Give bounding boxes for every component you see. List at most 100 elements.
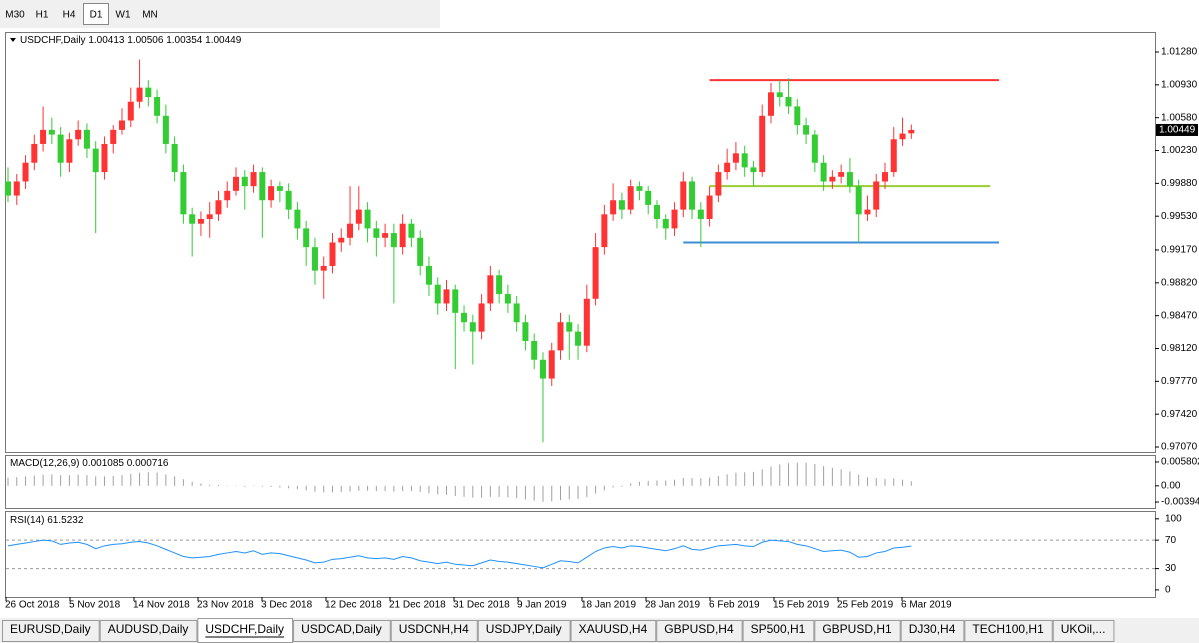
tab[interactable]	[2, 620, 100, 642]
candle-body	[706, 195, 713, 220]
candle-body	[329, 242, 336, 266]
high: 1.00506	[127, 35, 164, 46]
tab[interactable]	[390, 620, 478, 642]
candle-body	[355, 209, 362, 224]
timeframe-label[interactable]: M30	[5, 10, 25, 21]
tab[interactable]	[814, 620, 901, 642]
candle-body	[496, 275, 503, 295]
candle-body	[785, 97, 792, 107]
candle-body	[873, 181, 880, 210]
tab-label[interactable]: EURUSD,Daily	[10, 622, 91, 636]
tab[interactable]	[742, 620, 815, 642]
tab-label[interactable]: XAUUSD,H4	[579, 622, 648, 636]
candle-body	[101, 143, 108, 173]
timeframe-button[interactable]	[83, 3, 109, 25]
tab[interactable]	[964, 620, 1053, 642]
candle-body	[838, 172, 845, 177]
candle-body	[618, 200, 625, 210]
y-tick-label: 0.98470	[1161, 310, 1198, 321]
open: 1.00413	[88, 35, 125, 46]
tab[interactable]	[1052, 620, 1115, 642]
tab[interactable]	[477, 620, 571, 642]
candle-body	[452, 289, 459, 313]
candle-body	[382, 233, 389, 238]
timeframe-label[interactable]: H1	[36, 10, 49, 21]
candle-body	[522, 322, 529, 341]
candle-body	[259, 172, 266, 201]
tab[interactable]	[197, 618, 294, 643]
macd-name: MACD(12,26,9)	[10, 458, 79, 469]
tab-label[interactable]: GBPUSD,H1	[822, 622, 892, 636]
candle-body	[162, 115, 169, 144]
x-tick-label: 12 Dec 2018	[325, 600, 382, 611]
x-tick-label: 3 Dec 2018	[261, 600, 313, 611]
timeframe-button[interactable]	[110, 3, 136, 25]
y-tick-label: 0.99880	[1161, 178, 1198, 189]
y-tick-label: 0.97070	[1161, 442, 1198, 453]
candle-body	[83, 129, 90, 149]
candle-body	[741, 153, 748, 168]
candle-body	[610, 200, 617, 215]
tab-label[interactable]: USDJPY,Daily	[486, 622, 562, 636]
candle-body	[57, 134, 64, 163]
timeframe-button[interactable]	[137, 3, 163, 25]
tab[interactable]	[570, 620, 657, 642]
tab[interactable]	[99, 620, 198, 642]
y-tick-label: 1.00930	[1161, 79, 1198, 90]
timeframe-label[interactable]: MN	[142, 10, 158, 21]
candle-body	[583, 298, 590, 346]
candle-body	[478, 303, 485, 332]
candle-body	[434, 284, 441, 304]
y-tick-label: 0.99530	[1161, 211, 1198, 222]
candle-body	[417, 237, 424, 266]
low: 1.00354	[166, 35, 203, 46]
timeframe-button[interactable]	[56, 3, 82, 25]
y-tick-label: 1.00230	[1161, 145, 1198, 156]
candle-body	[794, 106, 801, 126]
candle-body	[127, 101, 134, 121]
timeframe-label[interactable]: D1	[90, 10, 103, 21]
candle-body	[592, 247, 599, 299]
close: 1.00449	[205, 35, 242, 46]
tab-label[interactable]: AUDUSD,Daily	[108, 622, 189, 636]
x-tick-label: 6 Mar 2019	[901, 600, 952, 611]
macd-tick-label: 0.005802	[1161, 457, 1199, 468]
candle-body	[110, 129, 117, 144]
tab-label[interactable]: USDCHF,Daily	[205, 622, 284, 636]
rsi-panel	[5, 511, 1156, 598]
tab[interactable]	[293, 620, 391, 642]
tab-label[interactable]: SP500,H1	[751, 622, 806, 636]
candle-body	[206, 214, 213, 220]
timeframe-label[interactable]: W1	[116, 10, 131, 21]
tab-label[interactable]: TECH100,H1	[972, 622, 1044, 636]
y-tick-label: 0.98820	[1161, 277, 1198, 288]
tab-label[interactable]: GBPUSD,H4	[664, 622, 734, 636]
tab-label[interactable]: USDCNH,H4	[399, 622, 469, 636]
candle-body	[899, 133, 906, 140]
candle-body	[531, 340, 538, 360]
candle-body	[487, 275, 494, 304]
candle-body	[276, 186, 283, 191]
candle-body	[92, 148, 99, 173]
x-tick-label: 15 Feb 2019	[773, 600, 830, 611]
tab-label[interactable]: DJ30,H4	[909, 622, 956, 636]
candle-body	[548, 350, 555, 379]
price-box	[1156, 123, 1198, 136]
candle-body	[215, 200, 222, 215]
timeframe-label[interactable]: H4	[63, 10, 76, 21]
tab[interactable]	[900, 620, 965, 642]
candle-body	[829, 176, 836, 182]
x-tick-label: 21 Dec 2018	[389, 600, 446, 611]
x-tick-label: 14 Nov 2018	[133, 600, 190, 611]
tab-label[interactable]: UKOil,...	[1061, 622, 1106, 636]
candle-body	[285, 190, 292, 210]
tab-label[interactable]: USDCAD,Daily	[301, 622, 382, 636]
candle-body	[40, 129, 47, 144]
macd-signal: 0.000716	[127, 458, 169, 469]
candle-body	[803, 125, 810, 135]
y-tick-label: 0.99170	[1161, 245, 1198, 256]
timeframe-button[interactable]	[29, 3, 55, 25]
chart-header: USDCHF,Daily 1.00413 1.00506 1.00354 1.0…	[20, 35, 242, 46]
tab[interactable]	[656, 620, 743, 642]
timeframe-button[interactable]	[2, 3, 28, 25]
